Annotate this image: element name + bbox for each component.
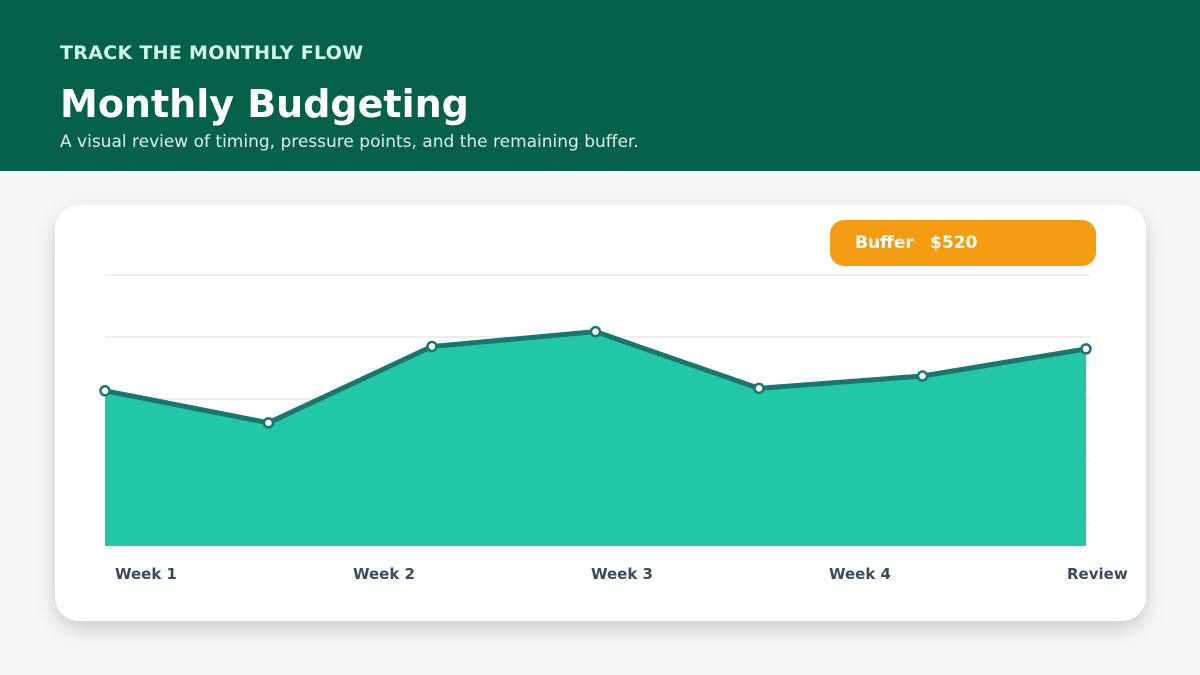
x-tick-label: Week 3 bbox=[591, 565, 653, 583]
data-point bbox=[753, 382, 765, 395]
x-tick-label: Week 4 bbox=[829, 565, 891, 583]
page-title: Monthly Budgeting bbox=[60, 82, 469, 126]
buffer-badge-value: $520 bbox=[930, 233, 978, 253]
buffer-badge bbox=[830, 220, 1096, 266]
header-kicker: TRACK THE MONTHLY FLOW bbox=[60, 42, 364, 64]
header-banner bbox=[0, 0, 1200, 171]
x-tick-label: Review bbox=[1067, 565, 1128, 583]
data-point bbox=[589, 325, 602, 338]
data-point bbox=[1080, 343, 1092, 355]
page-subtitle: A visual review of timing, pressure poin… bbox=[60, 132, 639, 152]
series-area bbox=[105, 331, 1086, 546]
data-point bbox=[916, 370, 929, 382]
data-point bbox=[426, 340, 438, 353]
data-point bbox=[262, 417, 275, 429]
x-tick-label: Week 2 bbox=[353, 565, 415, 583]
buffer-badge-label: Buffer bbox=[855, 233, 914, 253]
data-point bbox=[99, 385, 111, 397]
x-tick-label: Week 1 bbox=[115, 565, 177, 583]
